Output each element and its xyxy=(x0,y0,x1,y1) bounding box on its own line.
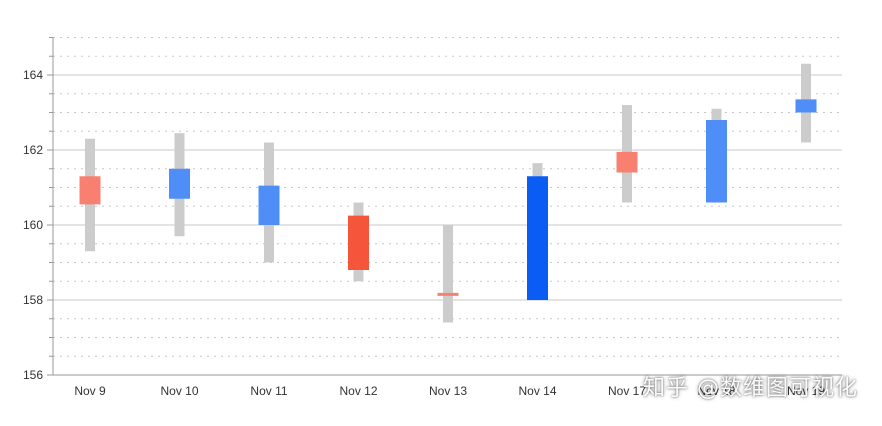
x-tick-label: Nov 12 xyxy=(339,384,377,398)
x-tick-label: Nov 18 xyxy=(697,384,735,398)
candle-body xyxy=(79,176,101,205)
x-tick-label: Nov 11 xyxy=(250,384,287,398)
candle-body xyxy=(706,120,727,203)
candle-body xyxy=(258,185,280,225)
candle-body xyxy=(348,215,369,270)
marks-layer xyxy=(79,63,817,323)
candle-wick xyxy=(443,225,453,323)
y-tick-label: 158 xyxy=(23,293,43,307)
y-tick-label: 164 xyxy=(23,68,43,82)
x-tick-label: Nov 10 xyxy=(160,384,198,398)
x-tick-label: Nov 19 xyxy=(787,384,825,398)
candle-body xyxy=(795,99,817,113)
labels-layer: 156 158 160 162 164 Nov 9 Nov 10 Nov 11 Nov 12 No… xyxy=(23,68,825,398)
x-tick-label: Nov 13 xyxy=(429,384,467,398)
y-tick-label: 160 xyxy=(23,218,43,232)
candle-body xyxy=(527,176,548,300)
candle-body xyxy=(616,151,638,173)
x-tick-label: Nov 14 xyxy=(518,384,556,398)
x-tick-label: Nov 17 xyxy=(608,384,646,398)
x-tick-label: Nov 9 xyxy=(74,384,106,398)
axis-layer xyxy=(47,37,842,376)
candle-body xyxy=(437,292,459,296)
y-tick-label: 162 xyxy=(23,143,43,157)
candle-body xyxy=(169,168,190,199)
y-tick-label: 156 xyxy=(23,368,43,382)
watermark: 知乎 @数维图可视化 xyxy=(643,376,858,401)
